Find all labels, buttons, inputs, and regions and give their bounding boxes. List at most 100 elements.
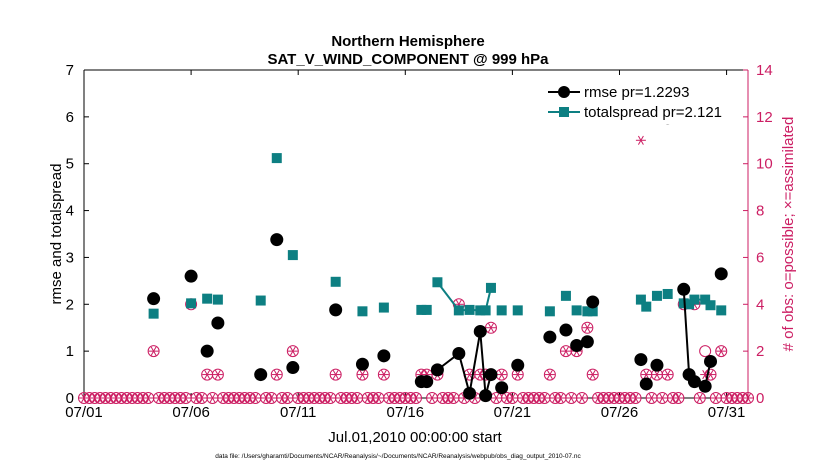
spread-point xyxy=(287,250,298,261)
obs-assimilated-stroke xyxy=(696,393,703,403)
spread-point xyxy=(186,298,197,309)
obs-assimilated-stroke xyxy=(198,393,205,403)
obs-assimilated-marker xyxy=(485,323,496,333)
spread-point xyxy=(432,277,443,288)
obs-assimilated-stroke xyxy=(327,393,334,403)
obs-assimilated-stroke xyxy=(182,393,189,403)
spread-point xyxy=(330,276,341,287)
rmse-point xyxy=(200,344,214,358)
obs-possible-marker xyxy=(715,345,728,358)
obs-assimilated-stroke xyxy=(584,323,591,333)
obs-assimilated-marker xyxy=(325,393,336,403)
left-tick-label: 0 xyxy=(66,390,74,407)
chart-title: Northern Hemisphere xyxy=(331,33,484,50)
obs-possible-marker xyxy=(377,368,390,381)
spread-point xyxy=(202,293,213,304)
obs-assimilated-stroke xyxy=(284,393,291,403)
rmse-point xyxy=(543,330,557,344)
spread-point xyxy=(700,294,711,305)
spread-point xyxy=(641,301,652,312)
rmse-point xyxy=(463,386,477,400)
spread-point xyxy=(148,308,159,319)
obs-assimilated-marker xyxy=(373,393,384,403)
obs-assimilated-marker xyxy=(352,393,363,403)
obs-assimilated-marker xyxy=(539,393,550,403)
obs-possible-marker xyxy=(410,392,422,404)
obs-assimilated-marker xyxy=(143,393,154,403)
spread-point xyxy=(560,290,571,301)
y-axis-label: rmse and totalspread xyxy=(48,164,65,305)
spread-point xyxy=(357,306,368,317)
obs-possible-marker xyxy=(693,392,706,404)
obs-assimilated-stroke xyxy=(493,393,500,403)
obs-assimilated-stroke xyxy=(273,369,280,380)
obs-possible-marker xyxy=(661,368,674,381)
spread-point xyxy=(212,294,223,305)
x-tick-label: 07/11 xyxy=(280,404,316,421)
spread-point xyxy=(480,305,491,316)
obs-assimilated-marker xyxy=(330,369,341,380)
rmse-point xyxy=(420,375,434,389)
obs-assimilated-stroke xyxy=(252,393,259,403)
obs-assimilated-marker xyxy=(378,369,389,380)
obs-assimilated-stroke xyxy=(563,346,569,356)
rmse-point xyxy=(639,377,653,391)
obs-assimilated-stroke xyxy=(289,346,296,356)
obs-possible-marker xyxy=(699,345,712,358)
obs-assimilated-stroke xyxy=(675,393,682,403)
obs-markers xyxy=(78,110,754,404)
legend-spread-marker xyxy=(559,107,569,117)
rmse-point xyxy=(511,358,525,372)
x-tick-label: 07/16 xyxy=(387,404,425,421)
obs-assimilated-marker xyxy=(662,369,673,380)
spread-point xyxy=(684,299,695,310)
spread-point xyxy=(689,294,700,305)
obs-assimilated-marker xyxy=(635,135,646,145)
obs-assimilated-stroke xyxy=(632,393,639,403)
obs-assimilated-stroke xyxy=(637,135,644,145)
obs-assimilated-stroke xyxy=(150,346,157,356)
obs-assimilated-stroke xyxy=(268,393,275,403)
obs-assimilated-marker xyxy=(250,393,261,403)
obs-assimilated-marker xyxy=(491,393,502,403)
rmse-point xyxy=(495,381,509,395)
rmse-point xyxy=(704,354,718,368)
spread-point xyxy=(496,305,507,316)
obs-assimilated-stroke xyxy=(450,393,457,403)
obs-assimilated-marker xyxy=(207,393,218,403)
legend-rmse-marker xyxy=(558,86,570,98)
obs-assimilated-marker xyxy=(411,393,421,403)
rmse-point xyxy=(698,379,712,393)
spread-series xyxy=(148,153,727,319)
x-tick-label: 07/06 xyxy=(172,404,210,421)
rmse-point xyxy=(254,368,268,382)
obs-assimilated-marker xyxy=(448,393,459,403)
left-tick-label: 3 xyxy=(66,249,74,266)
obs-assimilated-marker xyxy=(271,369,282,380)
rmse-point xyxy=(559,323,573,337)
right-tick-label: 0 xyxy=(756,390,764,407)
obs-assimilated-marker xyxy=(496,369,507,380)
obs-possible-marker xyxy=(704,368,717,381)
obs-assimilated-marker xyxy=(582,323,593,333)
right-tick-label: 14 xyxy=(756,62,773,79)
right-tick-label: 4 xyxy=(756,296,764,313)
obs-assimilated-stroke xyxy=(745,393,751,403)
right-axis-ticks: 0 2 4 6 8 10 12 14 xyxy=(743,62,773,407)
obs-assimilated-stroke xyxy=(659,393,666,403)
spread-point xyxy=(421,304,432,315)
rmse-point xyxy=(355,357,369,371)
obs-possible-marker xyxy=(672,392,685,404)
rmse-point xyxy=(473,324,487,338)
legend-rmse-label: rmse pr=1.2293 xyxy=(584,84,689,101)
obs-assimilated-marker xyxy=(630,393,641,403)
rmse-point xyxy=(677,282,691,296)
obs-possible-marker xyxy=(576,392,588,404)
rmse-point xyxy=(586,295,600,309)
obs-assimilated-marker xyxy=(646,393,657,403)
obs-assimilated-marker xyxy=(651,369,662,380)
obs-assimilated-stroke xyxy=(209,393,216,403)
spread-point xyxy=(416,304,427,315)
right-tick-label: 8 xyxy=(756,203,764,220)
